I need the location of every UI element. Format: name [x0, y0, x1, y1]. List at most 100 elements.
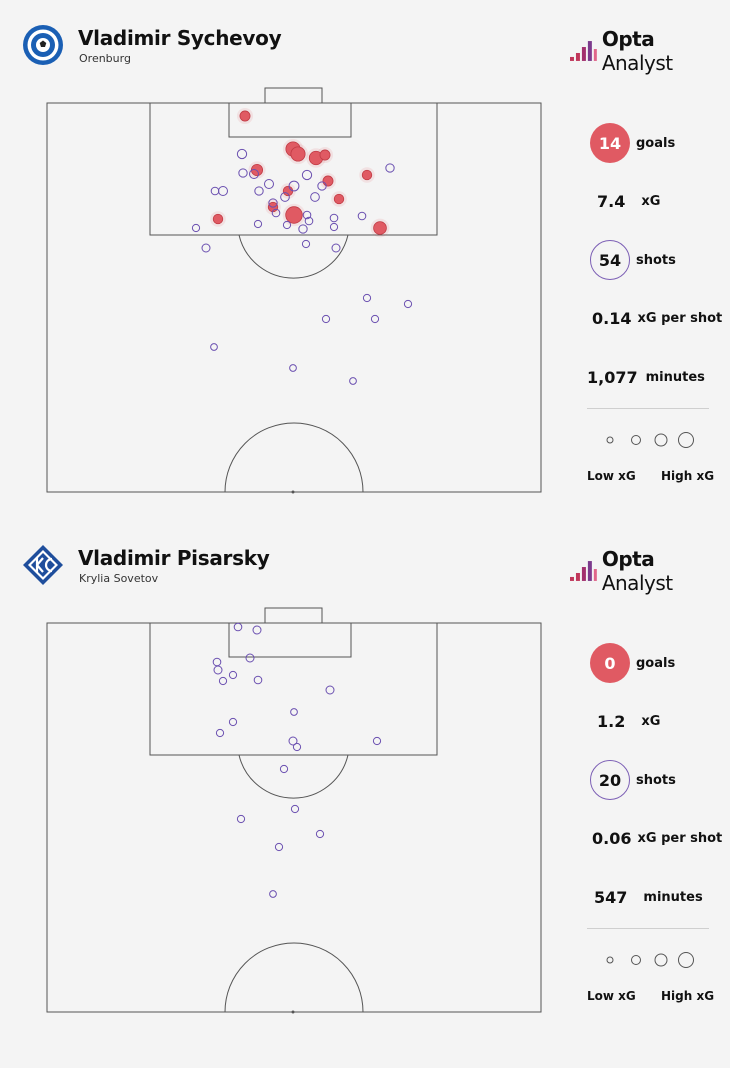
shot-marker: [329, 222, 339, 232]
shot-marker: [282, 220, 292, 230]
goal: [264, 607, 323, 624]
brand-bold: Opta: [601, 27, 655, 51]
opta-bars-icon: [570, 561, 597, 581]
shot-marker: [238, 168, 248, 178]
shot-map-2: [46, 607, 542, 1014]
shots-value: 20: [590, 760, 630, 800]
shot-marker: [252, 625, 262, 635]
team-name: Orenburg: [79, 52, 131, 65]
shot-marker: [218, 676, 228, 686]
goal-marker: [333, 193, 345, 205]
xg-per-shot-label: xG per shot: [637, 311, 723, 326]
shot-marker: [218, 186, 228, 196]
goal-marker: [361, 169, 373, 181]
player-name: Vladimir Pisarsky: [78, 546, 270, 570]
xg-per-shot-value: 0.14: [592, 309, 632, 328]
centre-circle: [224, 942, 364, 1013]
xg-per-shot-label: xG per shot: [637, 831, 723, 846]
shot-marker: [254, 186, 264, 196]
pitch-outline: [46, 622, 542, 1013]
shot-marker: [290, 804, 300, 814]
shot-marker: [253, 219, 263, 229]
opta-analyst-logo: Opta Analyst: [570, 547, 730, 595]
penalty-arc: [238, 234, 349, 279]
six-yard-box: [228, 622, 352, 658]
shot-marker: [302, 210, 312, 220]
shot-marker: [315, 829, 325, 839]
shots-label: shots: [636, 252, 676, 268]
shot-marker: [331, 243, 341, 253]
krylia-sovetov-crest-icon: [22, 544, 64, 586]
shot-marker: [372, 736, 382, 746]
shot-marker: [357, 211, 367, 221]
shot-marker: [385, 163, 395, 173]
shot-marker: [228, 670, 238, 680]
shot-marker: [201, 243, 211, 253]
centre-circle: [224, 422, 364, 493]
shot-marker: [304, 216, 314, 226]
goals-value: 14: [590, 123, 630, 163]
shot-map-1: [46, 87, 542, 494]
opta-bars-icon: [570, 41, 597, 61]
shot-marker: [349, 377, 357, 385]
minutes-value: 1,077: [587, 368, 638, 387]
shot-marker: [279, 764, 289, 774]
xg-value: 1.2: [597, 712, 626, 731]
divider: [587, 408, 709, 409]
shot-marker: [236, 814, 246, 824]
orenburg-crest-icon: [22, 24, 64, 66]
goal-marker: [285, 206, 303, 224]
shot-marker: [249, 169, 259, 179]
player-name: Vladimir Sychevoy: [78, 26, 282, 50]
goal-marker: [322, 175, 334, 187]
shot-marker: [215, 728, 225, 738]
shot-marker: [236, 148, 248, 160]
pitch-lines: [46, 87, 542, 493]
shot-marker: [228, 717, 238, 727]
shot-marker: [233, 622, 243, 632]
goal-marker: [239, 110, 251, 122]
shot-marker: [362, 293, 372, 303]
shot-marker: [288, 736, 298, 746]
legend-high: High xG: [661, 989, 715, 1003]
xg-per-shot-value: 0.06: [592, 829, 632, 848]
shot-marker: [264, 179, 274, 189]
xg-size-legend: [606, 952, 694, 968]
xg-value: 7.4: [597, 192, 626, 211]
penalty-arc: [238, 754, 349, 799]
shot-marker: [212, 657, 222, 667]
shot-marker: [370, 314, 380, 324]
player-panel-2: Vladimir Pisarsky Krylia Sovetov Opta An…: [0, 520, 730, 1040]
legend-high: High xG: [661, 469, 715, 483]
team-name: Krylia Sovetov: [79, 572, 159, 585]
shots-label: shots: [636, 772, 676, 788]
minutes-label: minutes: [645, 370, 705, 385]
centre-spot: [291, 490, 295, 494]
shot-marker: [292, 742, 302, 752]
shot-marker: [280, 192, 290, 202]
goals-value: 0: [590, 643, 630, 683]
minutes-label: minutes: [643, 890, 703, 905]
xg-label: xG: [641, 194, 661, 209]
shot-marker: [210, 343, 218, 351]
shot-marker: [310, 192, 320, 202]
goal: [264, 87, 323, 104]
centre-spot: [291, 1010, 295, 1014]
opta-analyst-logo: Opta Analyst: [570, 27, 730, 75]
shots-value: 54: [590, 240, 630, 280]
shot-marker: [191, 223, 201, 233]
shot-marker: [253, 675, 263, 685]
brand-light: Analyst: [601, 571, 673, 595]
shot-marker: [321, 314, 331, 324]
shot-marker: [298, 224, 308, 234]
shot-marker: [245, 653, 255, 663]
shot-marker: [325, 685, 335, 695]
goal-marker: [319, 149, 331, 161]
shot-marker: [213, 665, 223, 675]
legend-low: Low xG: [587, 989, 636, 1003]
goal-marker: [212, 213, 224, 225]
xg-label: xG: [641, 714, 661, 729]
shot-marker: [289, 364, 297, 372]
goal-marker: [373, 221, 387, 235]
goals-label: goals: [636, 135, 676, 151]
